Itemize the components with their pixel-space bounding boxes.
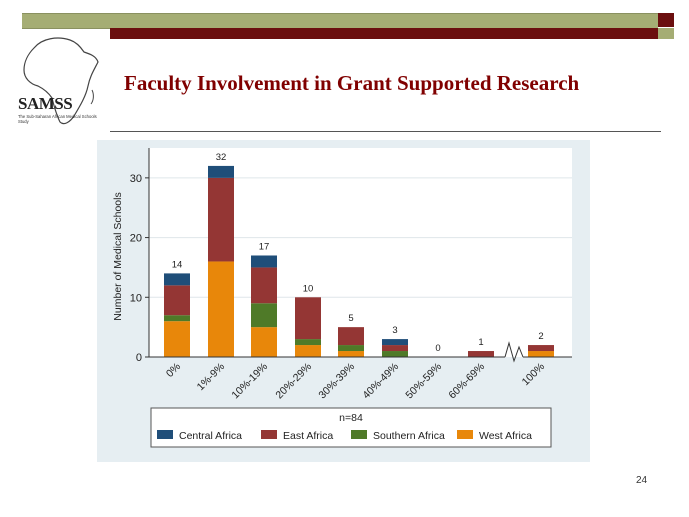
- x-tick-label: 50%-59%: [403, 361, 444, 402]
- bar-total-label: 0: [435, 343, 440, 354]
- bar-segment-west-africa: [208, 261, 234, 357]
- legend-swatch: [457, 430, 473, 439]
- slide-title: Faculty Involvement in Grant Supported R…: [124, 71, 580, 95]
- bar-total-label: 2: [538, 331, 543, 342]
- legend-label: East Africa: [283, 430, 333, 442]
- page-number: 24: [636, 475, 648, 486]
- bar-segment-east-africa: [382, 345, 408, 352]
- bar-segment-southern-africa: [164, 315, 190, 322]
- header-olive-band: [22, 13, 658, 29]
- bar-segment-west-africa: [251, 327, 277, 357]
- bar-total-label: 3: [392, 325, 397, 336]
- y-tick-label: 0: [136, 352, 142, 364]
- logo-text: SAMSS: [18, 94, 73, 113]
- bar-segment-southern-africa: [251, 303, 277, 328]
- bar-segment-central-africa: [208, 165, 234, 178]
- bar-total-label: 14: [172, 259, 183, 270]
- bar-segment-southern-africa: [382, 351, 408, 357]
- x-tick-label: 1%-9%: [195, 361, 227, 393]
- bar-total-label: 10: [303, 283, 314, 294]
- bar-segment-west-africa: [164, 321, 190, 357]
- bar-segment-east-africa: [295, 297, 321, 340]
- legend-label: Central Africa: [179, 430, 242, 442]
- bar-segment-east-africa: [164, 285, 190, 316]
- legend-label: West Africa: [479, 430, 532, 442]
- header-corner-box: [658, 13, 674, 27]
- legend-title: n=84: [339, 412, 363, 424]
- legend-swatch: [351, 430, 367, 439]
- bar-segment-east-africa: [338, 327, 364, 346]
- legend-label: Southern Africa: [373, 430, 445, 442]
- title-divider: [110, 131, 661, 132]
- bar-segment-east-africa: [468, 351, 494, 357]
- x-tick-label: 60%-69%: [446, 361, 487, 402]
- bar-total-label: 17: [259, 241, 270, 252]
- x-tick-label: 30%-39%: [316, 361, 357, 402]
- legend-swatch: [157, 430, 173, 439]
- bar-segment-east-africa: [528, 345, 554, 352]
- y-axis-label: Number of Medical Schools: [112, 192, 124, 320]
- x-tick-label: 40%-49%: [360, 361, 401, 402]
- chart-panel: 0 10 20 30 Number of Medical Schools 14 0% 32 1%…: [97, 140, 590, 462]
- legend-swatch: [261, 430, 277, 439]
- bar-segment-southern-africa: [295, 339, 321, 346]
- x-tick-label: 10%-19%: [229, 361, 270, 402]
- africa-map-icon: [23, 37, 99, 125]
- x-tick-label: 20%-29%: [273, 361, 314, 402]
- bar-segment-central-africa: [251, 255, 277, 268]
- bar-segment-central-africa: [382, 339, 408, 346]
- logo-subtitle: The Sub-Saharan African Medical Schools …: [18, 114, 97, 124]
- bar-segment-west-africa: [528, 351, 554, 357]
- y-tick-label: 20: [130, 233, 142, 245]
- bar-segment-west-africa: [338, 351, 364, 357]
- bar-segment-central-africa: [164, 273, 190, 286]
- bar-total-label: 5: [348, 313, 353, 324]
- x-tick-label: 100%: [520, 361, 547, 388]
- samss-logo: SAMSS The Sub-Saharan African Medical Sc…: [14, 30, 110, 148]
- bar-total-label: 32: [216, 152, 227, 163]
- axis-break-marker: [504, 341, 524, 363]
- y-tick-label: 30: [130, 173, 142, 185]
- legend-box: [150, 407, 552, 448]
- bar-segment-west-africa: [295, 345, 321, 357]
- y-tick-label: 10: [130, 292, 142, 304]
- x-tick-label: 0%: [164, 361, 183, 380]
- bar-total-label: 1: [478, 337, 483, 348]
- bar-segment-southern-africa: [338, 345, 364, 352]
- header-maroon-band: [110, 28, 658, 39]
- header-corner-box-lower: [658, 28, 674, 39]
- bar-segment-east-africa: [208, 177, 234, 262]
- bar-segment-east-africa: [251, 267, 277, 304]
